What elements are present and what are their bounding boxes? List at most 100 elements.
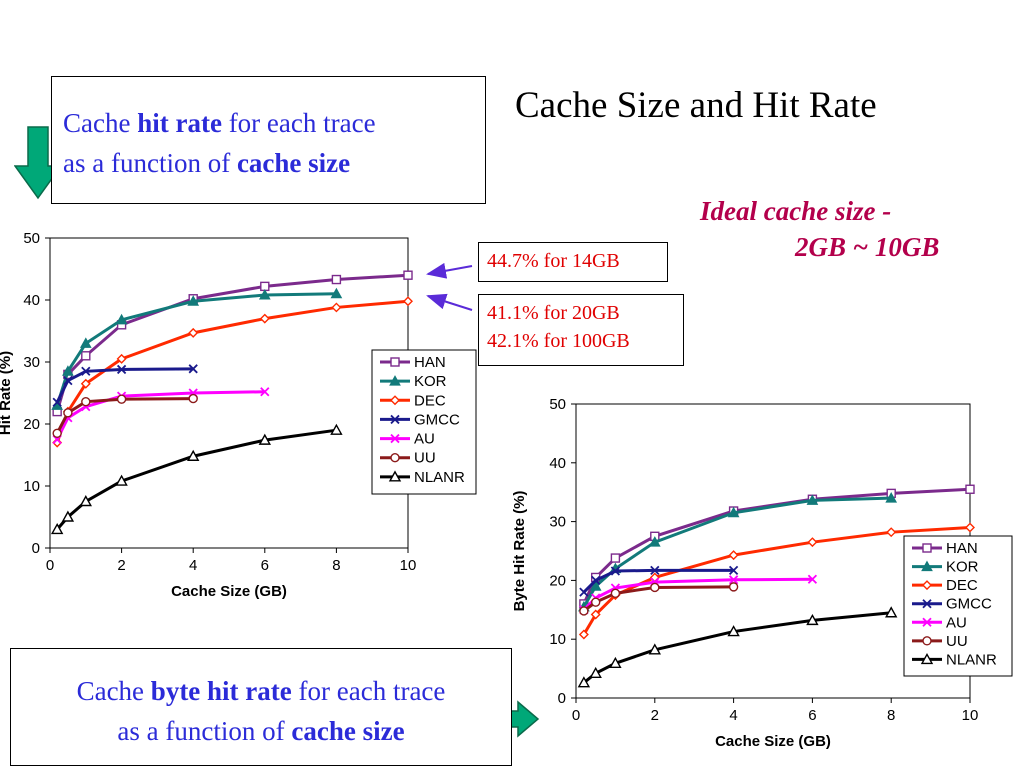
chart1-point-uu <box>63 408 73 418</box>
byte-hit-rate-caption-line1: Cache byte hit rate for each trace <box>76 676 446 706</box>
chart1-line-dec <box>55 299 409 444</box>
chart2-y-tick-label: 0 <box>558 690 566 707</box>
chart1-point-nlanr <box>50 522 64 535</box>
chart1-point-dec <box>403 296 413 307</box>
chart2-point-uu <box>650 582 660 593</box>
chart1-point-dec <box>116 353 127 364</box>
chart1-point-au <box>260 387 270 397</box>
chart1-point-kor <box>62 365 74 376</box>
kor-dec-note-box: 41.1% for 20GB 42.1% for 100GB <box>478 294 684 366</box>
ideal-line1: Ideal cache size - <box>700 196 892 226</box>
chart1-y-tick-label: 0 <box>32 540 40 557</box>
chart2-point-kor <box>885 492 898 503</box>
pointer-arrow-kor <box>426 293 473 311</box>
chart1-legend-marker <box>388 470 402 482</box>
hit-rate-chart: 0 2 4 6 8 10 0 10 20 30 40 50 Cache Size (GB) Hit Rat… <box>0 230 477 600</box>
chart1-y-tick-label: 40 <box>23 292 40 309</box>
chart1-point-uu <box>81 396 91 407</box>
chart1-legend: HAN KOR DEC GMCC AU UU NLANR <box>371 349 477 495</box>
chart1-x-tick-label: 6 <box>261 557 269 574</box>
chart1-legend-label: DEC <box>414 392 446 409</box>
chart1-legend-marker <box>390 395 400 406</box>
chart1-point-kor <box>330 287 343 299</box>
chart1-legend-marker <box>390 433 400 444</box>
chart2-point-dec <box>728 550 739 561</box>
chart2-legend-label: DEC <box>946 577 978 594</box>
chart1-legend-marker <box>389 375 401 386</box>
chart2-point-dec <box>807 537 818 548</box>
chart1-legend-marker <box>390 453 400 463</box>
chart2-legend-box <box>903 535 1013 677</box>
hit-rate-caption-box: Cache hit rate for each trace as a funct… <box>51 76 486 204</box>
chart2-legend-label: NLANR <box>946 651 997 668</box>
note2-line2: 42.1% for 100GB <box>487 330 630 352</box>
chart2-series-uu <box>579 582 739 616</box>
chart2-point-gmcc <box>591 575 601 586</box>
chart1-legend-label: AU <box>414 431 435 448</box>
chart2-y-tick-label: 30 <box>549 514 566 531</box>
chart1-point-uu <box>52 428 62 439</box>
chart1-series-gmcc <box>52 364 198 407</box>
chart1-y-tick-label: 10 <box>23 478 40 495</box>
chart2-y-tick-label: 50 <box>549 396 566 413</box>
chart1-point-dec <box>331 302 342 313</box>
chart2-point-au <box>728 575 739 585</box>
chart2-x-axis-label: Cache Size (GB) <box>715 733 831 750</box>
chart1-legend-label: HAN <box>414 354 446 371</box>
chart1-point-gmcc <box>52 397 62 407</box>
note2-line1: 41.1% for 20GB <box>487 302 620 324</box>
chart2-point-nlanr <box>806 613 819 626</box>
chart1-y-axis-label: Hit Rate (%) <box>0 351 14 435</box>
chart1-y-tick-label: 50 <box>23 230 40 247</box>
chart1-legend-marker <box>390 357 400 367</box>
chart1-point-nlanr <box>61 510 75 522</box>
chart2-point-dec <box>590 609 601 620</box>
chart2-point-kor <box>648 536 661 547</box>
chart1-y-tick-label: 30 <box>23 354 40 371</box>
chart1-point-kor <box>258 289 271 300</box>
chart2-point-nlanr <box>577 676 591 688</box>
chart2-point-nlanr <box>589 666 602 679</box>
chart1-point-uu <box>188 393 198 404</box>
chart2-legend-marker <box>920 652 934 665</box>
chart1-point-nlanr <box>330 423 343 435</box>
chart2-point-nlanr <box>648 643 661 655</box>
chart1-point-gmcc <box>63 375 73 386</box>
chart2-x-tick-label: 0 <box>572 707 580 724</box>
chart2-legend-marker <box>922 617 932 627</box>
chart1-point-nlanr <box>258 433 271 445</box>
chart2-line-dec <box>582 525 971 636</box>
chart2-point-han <box>610 553 621 563</box>
chart2-legend-label: KOR <box>946 559 979 576</box>
chart1-point-nlanr <box>187 449 200 461</box>
chart1-point-kor <box>187 295 200 306</box>
chart2-point-dec <box>965 522 975 533</box>
chart2-legend-label: HAN <box>946 540 978 557</box>
chart2-point-gmcc <box>579 587 589 597</box>
chart1-legend-box <box>371 349 477 495</box>
chart1-point-dec <box>259 313 270 324</box>
chart2-point-nlanr <box>727 625 740 637</box>
chart2-x-tick-label: 10 <box>962 707 979 724</box>
chart2-series-gmcc <box>579 565 739 597</box>
chart2-legend-marker <box>922 636 932 646</box>
chart2-legend-marker <box>922 599 932 609</box>
chart1-x-tick-label: 10 <box>400 557 417 574</box>
chart2-y-axis-label: Byte Hit Rate (%) <box>511 491 528 612</box>
chart1-legend-label: GMCC <box>414 411 460 428</box>
pointer-arrow-han <box>426 262 473 279</box>
chart2-x-tick-label: 2 <box>651 707 659 724</box>
chart2-y-tick-label: 40 <box>549 455 566 472</box>
chart2-legend-label: AU <box>946 614 967 631</box>
chart1-y-tick-label: 20 <box>23 416 40 433</box>
chart1-point-gmcc <box>81 366 91 376</box>
chart2-point-uu <box>579 606 589 616</box>
chart2-y-tick-label: 10 <box>549 631 566 648</box>
chart2-point-uu <box>610 588 621 599</box>
chart1-series-nlanr <box>50 423 343 535</box>
chart1-point-gmcc <box>116 364 127 375</box>
chart1-x-axis-label: Cache Size (GB) <box>171 583 287 600</box>
chart2-x-tick-label: 8 <box>887 707 895 724</box>
chart2-point-dec <box>886 527 897 538</box>
